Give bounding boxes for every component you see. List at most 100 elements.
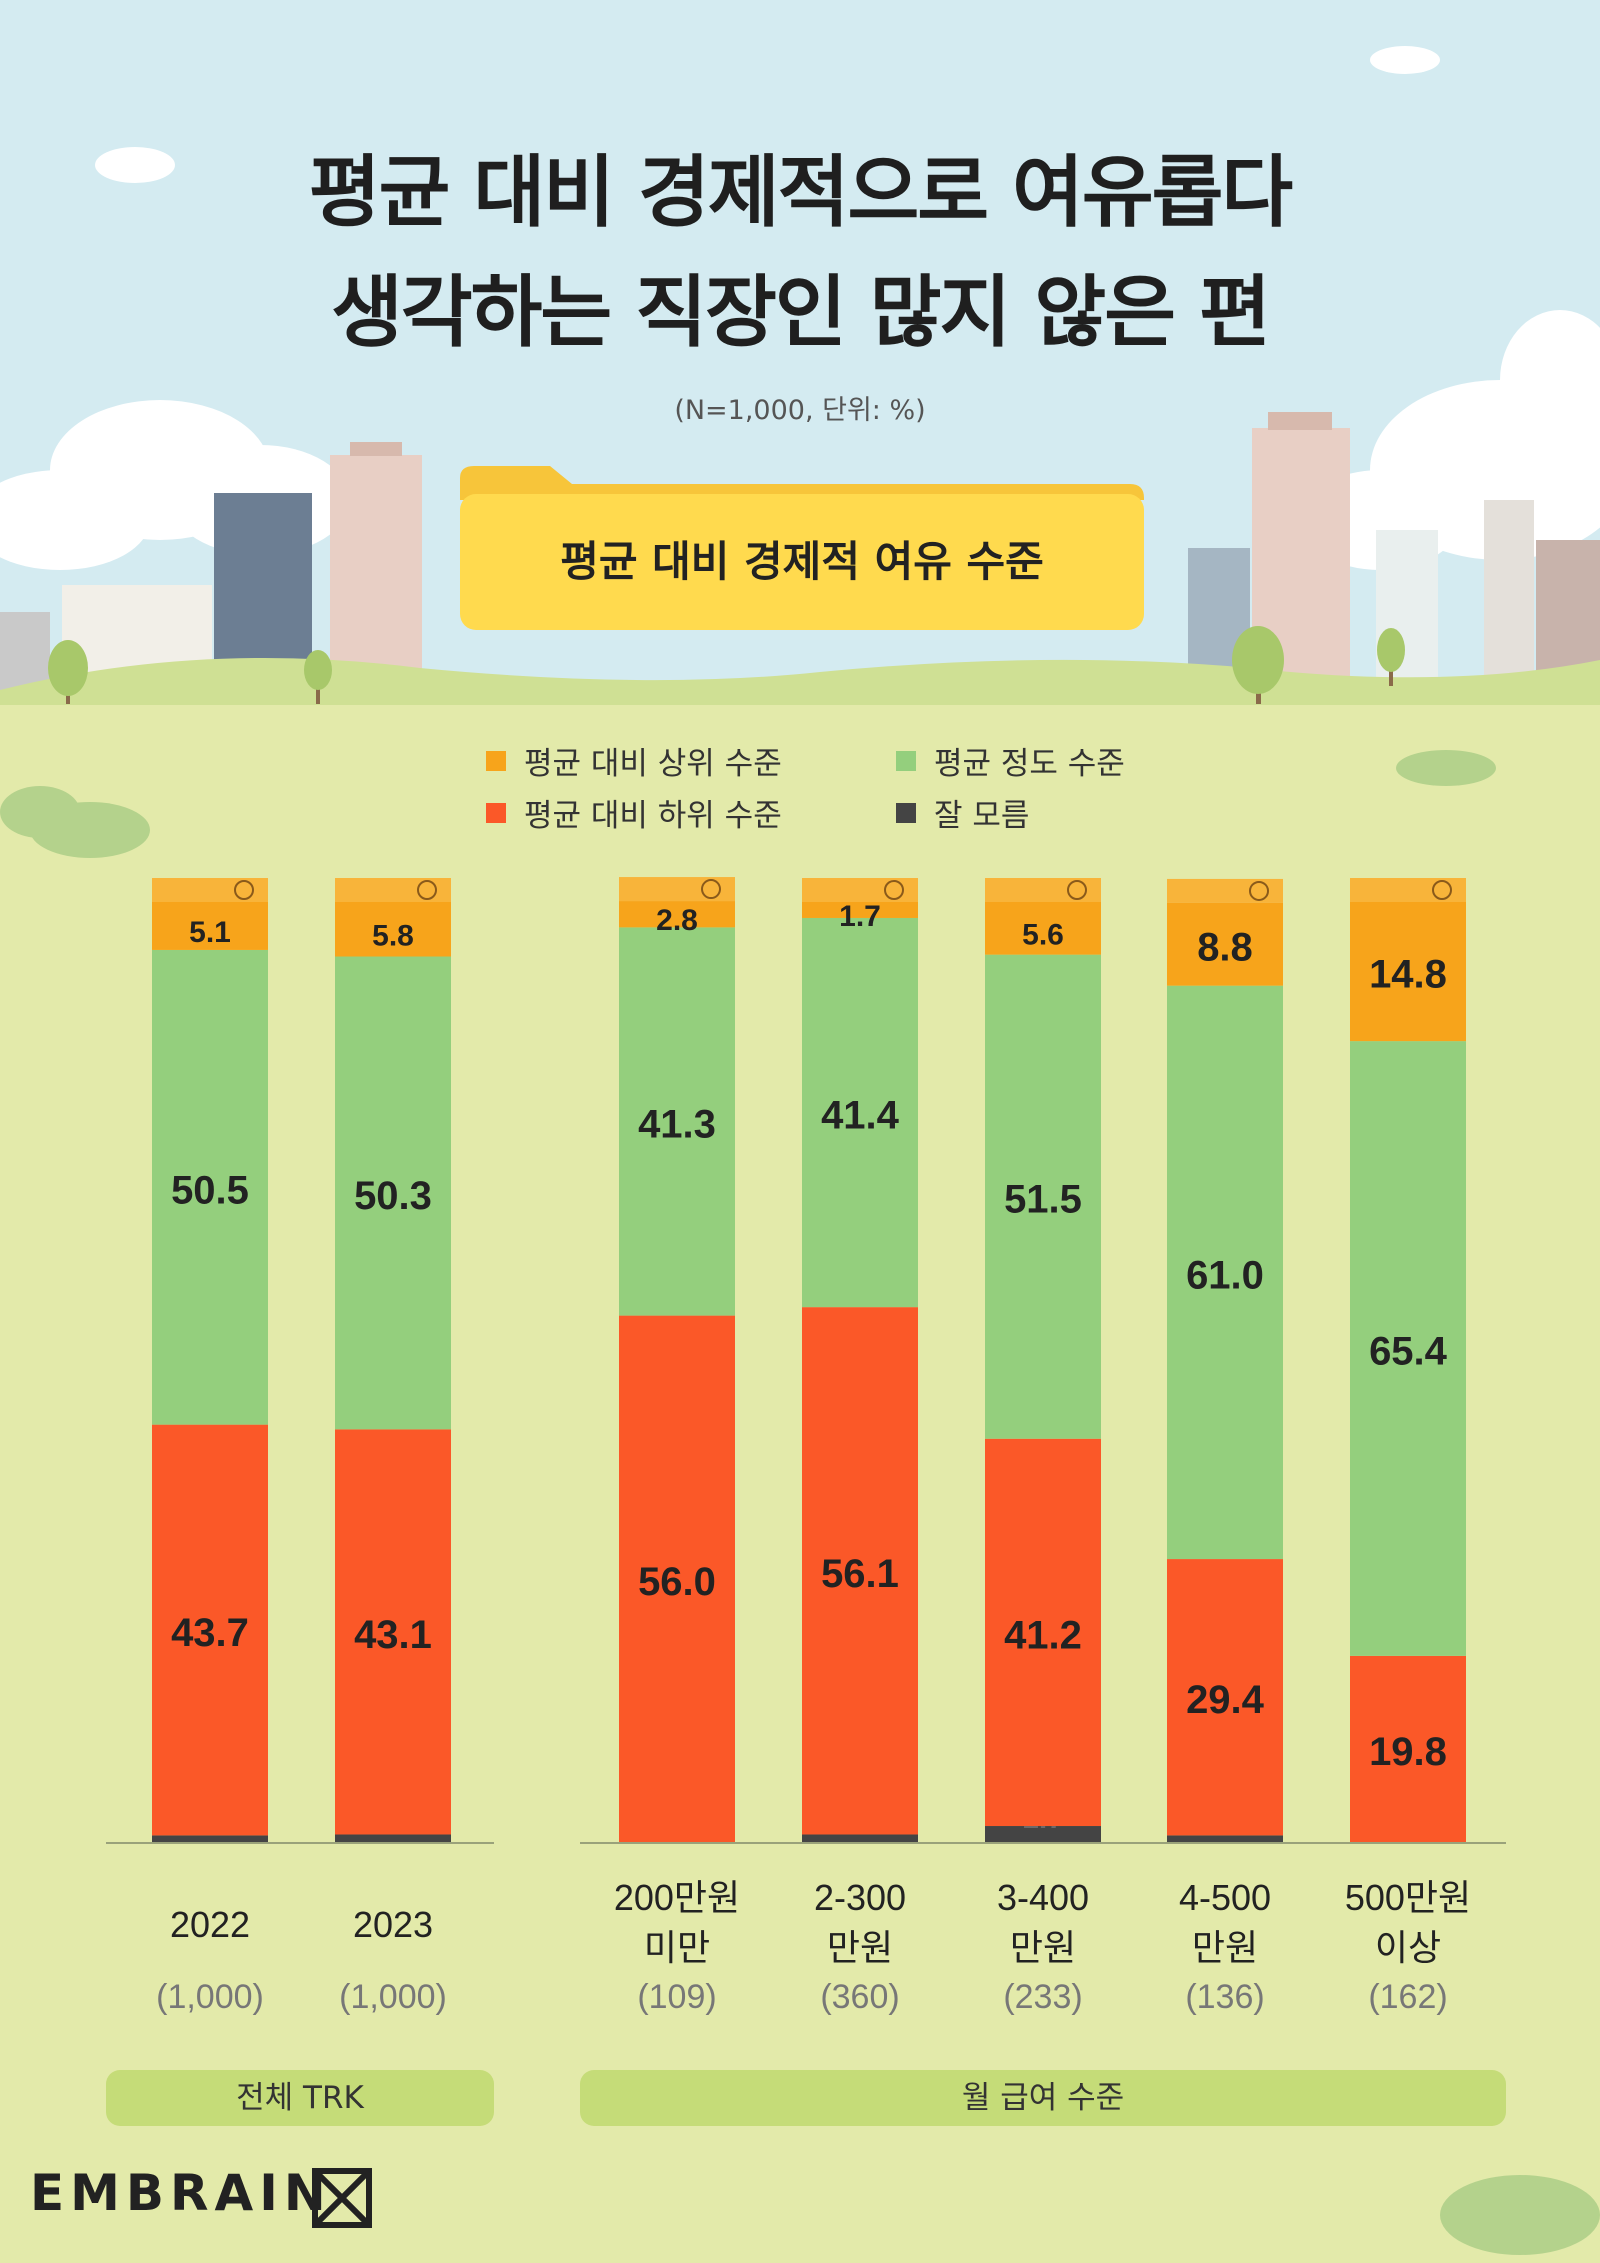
bar-value-label: 14.8 (1369, 953, 1447, 997)
legend-swatch-upper (486, 750, 506, 771)
money-band-icon (802, 878, 918, 902)
bar-segment (1350, 1041, 1466, 1656)
bar-value-label: 19.8 (1369, 1730, 1447, 1774)
x-sample-size-label: (136) (1185, 1978, 1264, 2016)
bar-value-label: 61.0 (1186, 1253, 1264, 1297)
bar-value-label: 56.1 (821, 1552, 899, 1596)
subtitle: (N=1,000, 단위: %) (674, 395, 926, 426)
bar-value-label: 5.8 (372, 919, 414, 952)
bar-segment (152, 1424, 268, 1836)
bar-segment (802, 902, 918, 918)
x-tick-label: 200만원 (614, 1877, 740, 1918)
coin-icon (701, 879, 721, 900)
x-sample-size-label: (162) (1368, 1978, 1447, 2016)
group-label-trk: 전체 TRK (106, 2070, 494, 2126)
legend-item-unknown: 잘 모름 (896, 790, 1029, 835)
x-sample-size-label: (109) (637, 1978, 716, 2016)
bar-segment (802, 1834, 918, 1842)
bar-segment (985, 1826, 1101, 1842)
bar-value-label: 2.8 (656, 904, 698, 937)
folder-banner (460, 466, 1144, 630)
bar-segment (1350, 1655, 1466, 1842)
legend-swatch-unknown (896, 802, 916, 823)
x-tick-label: 미만 (644, 1927, 710, 1968)
legend-label-upper: 평균 대비 상위 수준 (524, 746, 782, 782)
bar-value-label: 1.7 (839, 900, 881, 933)
coin-icon (234, 880, 254, 900)
bar-value-label: 41.4 (821, 1094, 900, 1138)
bar-segment (619, 901, 735, 928)
bar-segment (1350, 902, 1466, 1042)
x-tick-label: 500만원 (1345, 1877, 1471, 1918)
legend-label-average: 평균 정도 수준 (934, 746, 1125, 782)
x-tick-label: 이상 (1375, 1927, 1441, 1968)
x-tick-label: 3-400 (997, 1877, 1089, 1918)
hills (0, 657, 1600, 720)
legend-item-upper: 평균 대비 상위 수준 (486, 738, 782, 783)
brand-mark-icon (312, 2168, 372, 2228)
bar-segment (802, 917, 918, 1308)
bar-value-label: 43.1 (354, 1613, 432, 1657)
legend-swatch-average (896, 750, 916, 771)
x-tick-label: 만원 (1192, 1927, 1258, 1968)
bar-segment (985, 902, 1101, 955)
bar-value-label: 56.0 (638, 1560, 716, 1604)
coin-icon (417, 880, 437, 900)
x-tick-label: 2022 (170, 1904, 250, 1945)
bar-segment (152, 949, 268, 1425)
bar-value-label: 43.7 (171, 1611, 249, 1655)
x-tick-label: 만원 (1010, 1927, 1076, 1968)
bar-segment (335, 956, 451, 1430)
bar-segment (152, 902, 268, 950)
legend-item-average: 평균 정도 수준 (896, 738, 1125, 783)
x-tick-label: 4-500 (1179, 1877, 1271, 1918)
money-band-icon (152, 878, 268, 902)
title-line-1: 평균 대비 경제적으로 여유롭다 (308, 148, 1293, 238)
bar-value-label: 50.3 (354, 1174, 432, 1218)
bar-segment (985, 954, 1101, 1439)
stacked-bars: 0.743.750.55.10.843.150.35.856.041.32.80… (152, 877, 1466, 1842)
legend-swatch-lower (486, 802, 506, 823)
bushes (0, 750, 1600, 2255)
money-band-icon (619, 877, 735, 902)
bar-segment (1167, 985, 1283, 1560)
x-sample-size-label: (1,000) (156, 1978, 264, 2016)
coin-icon (1432, 880, 1452, 900)
title-line-2: 생각하는 직장인 많지 않은 편 (331, 268, 1271, 358)
bar-segment (1167, 1835, 1283, 1842)
bar-segment (619, 927, 735, 1316)
coin-icon (1067, 880, 1087, 900)
bar-value-label: 41.2 (1004, 1613, 1082, 1657)
coin-icon (884, 880, 904, 900)
bar-value-label: 51.5 (1004, 1178, 1082, 1222)
bar-value-label: 65.4 (1369, 1330, 1448, 1374)
bar-value-label: 5.1 (189, 916, 231, 949)
buildings-right (1188, 412, 1600, 700)
group-label-salary: 월 급여 수준 (580, 2070, 1506, 2126)
money-band-icon (335, 878, 451, 902)
x-sample-size-label: (233) (1003, 1978, 1082, 2016)
x-tick-label: 2023 (353, 1904, 433, 1945)
brand-logo-text: EMBRAIN (30, 2164, 332, 2222)
bar-segment (335, 902, 451, 957)
bar-value-label: 41.3 (638, 1102, 716, 1146)
bar-segment (335, 1429, 451, 1835)
x-sample-size-label: (1,000) (339, 1978, 447, 2016)
x-sample-size-label: (360) (820, 1978, 899, 2016)
legend-label-unknown: 잘 모름 (934, 798, 1030, 834)
money-band-icon (985, 878, 1101, 902)
bar-segment (152, 1835, 268, 1842)
bar-value-label: 29.4 (1186, 1678, 1265, 1722)
bar-value-label: 5.6 (1022, 918, 1064, 951)
money-band-icon (1350, 878, 1466, 902)
bar-segment (802, 1307, 918, 1835)
money-band-icon (1167, 878, 1283, 903)
legend-label-lower: 평균 대비 하위 수준 (524, 798, 782, 834)
bar-segment (985, 1438, 1101, 1827)
bar-segment (619, 1315, 735, 1842)
legend-item-lower: 평균 대비 하위 수준 (486, 790, 782, 835)
coin-icon (1249, 880, 1269, 901)
bar-value-label: 50.5 (171, 1168, 249, 1212)
